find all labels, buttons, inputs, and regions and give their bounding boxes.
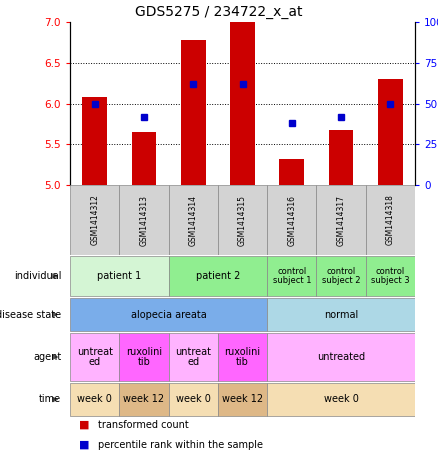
Text: GSM1414314: GSM1414314 xyxy=(189,194,198,246)
Text: individual: individual xyxy=(14,271,61,281)
Text: untreat
ed: untreat ed xyxy=(77,347,113,367)
Bar xyxy=(267,298,415,331)
Bar xyxy=(316,256,366,296)
Text: GSM1414318: GSM1414318 xyxy=(386,194,395,246)
Bar xyxy=(70,256,169,296)
Text: GSM1414316: GSM1414316 xyxy=(287,194,296,246)
Bar xyxy=(169,383,218,416)
Bar xyxy=(70,185,119,255)
Text: percentile rank within the sample: percentile rank within the sample xyxy=(99,440,264,450)
Text: GSM1414312: GSM1414312 xyxy=(90,194,99,246)
Bar xyxy=(181,40,205,185)
Text: week 12: week 12 xyxy=(222,395,263,405)
Bar xyxy=(267,383,415,416)
Bar xyxy=(119,383,169,416)
Bar xyxy=(70,333,119,381)
Text: untreated: untreated xyxy=(317,352,365,362)
Text: week 0: week 0 xyxy=(324,395,359,405)
Text: GSM1414315: GSM1414315 xyxy=(238,194,247,246)
Bar xyxy=(218,383,267,416)
Text: week 0: week 0 xyxy=(176,395,211,405)
Text: ruxolini
tib: ruxolini tib xyxy=(126,347,162,367)
Bar xyxy=(70,383,119,416)
Bar xyxy=(82,97,107,185)
Text: week 0: week 0 xyxy=(77,395,112,405)
Text: ■: ■ xyxy=(79,419,89,429)
Bar xyxy=(329,130,353,185)
Bar xyxy=(267,256,316,296)
Text: patient 1: patient 1 xyxy=(97,271,141,281)
Bar xyxy=(267,185,316,255)
Bar xyxy=(218,185,267,255)
Bar xyxy=(366,185,415,255)
Text: agent: agent xyxy=(33,352,61,362)
Text: week 12: week 12 xyxy=(124,395,165,405)
Bar xyxy=(169,333,218,381)
Text: GSM1414317: GSM1414317 xyxy=(336,194,346,246)
Text: untreat
ed: untreat ed xyxy=(175,347,211,367)
Text: patient 2: patient 2 xyxy=(196,271,240,281)
Text: disease state: disease state xyxy=(0,309,61,319)
Bar xyxy=(316,185,366,255)
Bar xyxy=(169,185,218,255)
Bar xyxy=(218,333,267,381)
Bar xyxy=(279,159,304,185)
Bar xyxy=(70,298,267,331)
Text: GDS5275 / 234722_x_at: GDS5275 / 234722_x_at xyxy=(135,5,303,19)
Bar xyxy=(230,22,255,185)
Text: GSM1414313: GSM1414313 xyxy=(139,194,148,246)
Text: time: time xyxy=(39,395,61,405)
Text: ruxolini
tib: ruxolini tib xyxy=(224,347,261,367)
Bar xyxy=(378,79,403,185)
Bar xyxy=(119,185,169,255)
Bar xyxy=(169,256,267,296)
Text: control
subject 1: control subject 1 xyxy=(272,267,311,285)
Text: alopecia areata: alopecia areata xyxy=(131,309,206,319)
Text: control
subject 2: control subject 2 xyxy=(322,267,360,285)
Bar xyxy=(366,256,415,296)
Text: normal: normal xyxy=(324,309,358,319)
Text: transformed count: transformed count xyxy=(99,419,189,429)
Bar xyxy=(119,333,169,381)
Bar xyxy=(131,132,156,185)
Bar xyxy=(267,333,415,381)
Text: ■: ■ xyxy=(79,440,89,450)
Text: control
subject 3: control subject 3 xyxy=(371,267,410,285)
